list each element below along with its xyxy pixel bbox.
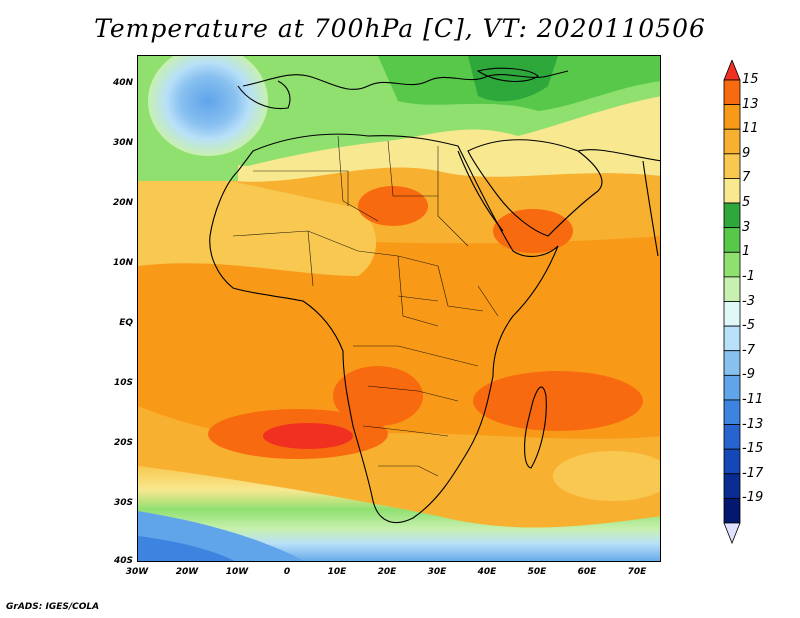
lat-label-40n: 40N <box>112 78 133 88</box>
colorbar-bottom-arrow <box>723 522 741 545</box>
colorbar-swatch <box>723 497 741 524</box>
colorbar-label: -13 <box>742 416 764 432</box>
map-title: Temperature at 700hPa [C], VT: 202011050… <box>94 14 706 43</box>
colorbar-swatch <box>723 79 741 106</box>
colorbar-label: -9 <box>742 367 755 383</box>
colorbar-swatch <box>723 227 741 253</box>
colorbar-swatch <box>723 325 741 352</box>
lat-label-20n: 20N <box>112 198 133 208</box>
country-borders <box>232 135 499 477</box>
lon-label-10w: 10W <box>225 567 249 577</box>
colorbar-label: -7 <box>742 342 755 358</box>
colorbar-swatch <box>723 448 741 475</box>
colorbar-top-arrow <box>723 60 741 81</box>
colorbar-label: 15 <box>742 72 759 87</box>
colorbar-swatch <box>723 251 741 278</box>
colorbar-label: -3 <box>742 293 755 309</box>
lon-label-40e: 40E <box>477 567 497 577</box>
colorbar-swatch <box>723 473 741 499</box>
temperature-map <box>137 55 661 562</box>
lon-label-70e: 70E <box>627 567 647 577</box>
colorbar-swatch <box>723 374 741 401</box>
lon-label-10e: 10E <box>327 567 347 577</box>
colorbar-swatch <box>723 178 741 204</box>
colorbar-label: 9 <box>742 145 751 161</box>
lat-label-eq: EQ <box>119 318 133 328</box>
lon-label-60e: 60E <box>577 567 597 577</box>
colorbar-swatch <box>723 399 741 425</box>
colorbar-swatch <box>723 350 741 376</box>
credit-text: GrADS: IGES/COLA <box>6 602 100 612</box>
colorbar-swatch <box>723 424 741 450</box>
colorbar <box>723 60 741 545</box>
colorbar-swatches <box>723 60 741 545</box>
colorbar-swatch <box>723 202 741 229</box>
lon-label-20e: 20E <box>377 567 397 577</box>
colorbar-label: 7 <box>742 170 751 186</box>
lon-label-30w: 30W <box>125 567 149 577</box>
lat-label-40s: 40S <box>113 556 133 566</box>
colorbar-label: -5 <box>742 318 755 334</box>
lat-label-30s: 30S <box>113 498 133 508</box>
lat-label-10s: 10S <box>113 378 133 388</box>
lon-label-20w: 20W <box>175 567 199 577</box>
lat-label-30n: 30N <box>112 138 133 148</box>
colorbar-label: -19 <box>742 490 764 506</box>
colorbar-label: 11 <box>742 121 759 137</box>
colorbar-label: -17 <box>742 465 764 481</box>
colorbar-label: -11 <box>742 391 764 407</box>
colorbar-swatch <box>723 128 741 155</box>
lon-label-50e: 50E <box>527 567 547 577</box>
coastlines <box>209 67 660 523</box>
colorbar-label: 1 <box>742 244 751 260</box>
lat-label-10n: 10N <box>112 258 133 268</box>
colorbar-label: -15 <box>742 441 764 457</box>
colorbar-swatch <box>723 104 741 130</box>
colorbar-label: 3 <box>742 219 751 235</box>
colorbar-swatch <box>723 301 741 327</box>
lon-label-0: 0 <box>283 567 291 577</box>
colorbar-label: -1 <box>742 268 755 284</box>
temperature-field <box>138 56 660 561</box>
colorbar-swatch <box>723 276 741 302</box>
lat-label-20s: 20S <box>113 438 133 448</box>
lon-label-30e: 30E <box>427 567 447 577</box>
colorbar-label: 13 <box>742 96 759 112</box>
colorbar-swatch <box>723 153 741 179</box>
colorbar-label: 5 <box>742 195 751 211</box>
